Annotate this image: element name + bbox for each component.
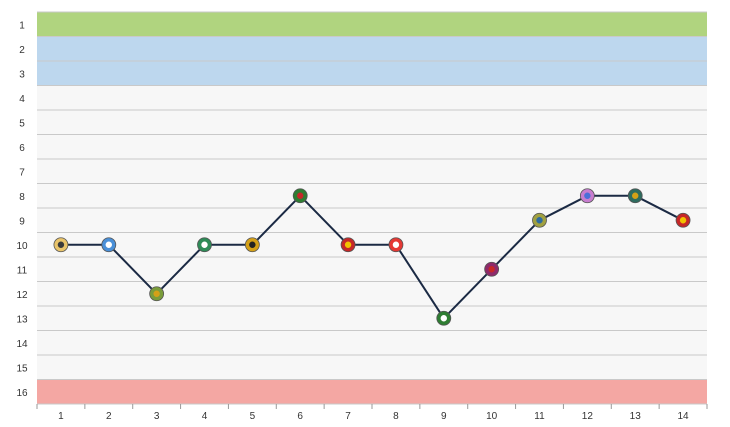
row-band-15 [37,355,707,380]
club-crest-icon [627,188,643,204]
club-crest-icon [149,286,165,302]
crest-inner [201,241,208,248]
x-tick-label: 10 [486,411,498,422]
y-tick-label: 14 [16,339,28,350]
crest-inner [57,241,65,248]
club-crest-icon [101,237,117,253]
y-tick-label: 9 [19,216,25,227]
x-tick-label: 4 [202,411,208,422]
y-tick-label: 8 [19,192,25,203]
crest-inner [536,217,543,224]
x-tick-label: 3 [154,411,160,422]
crest-inner [440,315,447,322]
x-tick-label: 5 [250,411,256,422]
row-band-4 [37,85,707,110]
club-crest-icon [197,237,212,253]
y-tick-label: 15 [16,363,28,374]
x-tick-label: 13 [630,411,642,422]
row-band-1 [37,12,707,37]
x-tick-label: 11 [534,411,545,422]
x-tick-label: 14 [678,411,690,422]
y-tick-label: 4 [19,94,25,105]
crest-inner [679,217,687,224]
row-band-14 [37,330,707,355]
grid-lines [36,11,708,409]
row-band-3 [37,61,707,86]
row-band-11 [37,257,707,282]
row-band-12 [37,281,707,306]
club-crest-icon [675,212,691,228]
club-crest-icon [484,261,500,277]
x-axis-ticks: 1 2 3 4 5 6 7 8 9 10 11 12 13 14 [58,411,689,422]
x-tick-label: 1 [58,411,64,422]
row-band-7 [37,159,707,184]
crest-inner [632,192,639,199]
crest-inner [584,192,591,199]
row-band-13 [37,306,707,331]
club-crest-icon [292,188,308,204]
y-tick-label: 16 [16,388,28,399]
y-tick-label: 12 [16,290,28,301]
x-tick-label: 7 [345,411,351,422]
crest-inner [488,266,495,273]
x-tick-label: 8 [393,411,399,422]
crest-inner [392,241,400,248]
club-crest-icon [436,310,452,326]
club-crest-icon [388,237,404,253]
club-crest-icon [340,237,356,253]
y-tick-label: 2 [19,45,25,56]
position-series [60,194,684,320]
y-tick-label: 11 [17,265,28,276]
y-tick-label: 10 [16,241,28,252]
y-tick-label: 3 [19,69,25,80]
row-band-16 [37,379,707,404]
row-band-9 [37,208,707,233]
row-band-5 [37,110,707,135]
crest-inner [344,241,352,248]
crest-inner [249,241,256,248]
y-tick-label: 5 [19,118,25,129]
y-tick-label: 1 [19,20,25,31]
crest-inner [105,241,112,248]
position-bands [37,12,707,404]
y-tick-label: 7 [19,167,25,178]
x-tick-label: 9 [441,411,447,422]
x-tick-label: 2 [106,411,112,422]
y-tick-label: 6 [19,143,25,154]
row-band-2 [37,36,707,61]
crest-markers [53,188,691,326]
crest-inner [153,290,160,297]
club-crest-icon [579,188,595,204]
x-tick-label: 6 [297,411,303,422]
club-crest-icon [244,237,260,253]
x-tick-label: 12 [582,411,594,422]
crest-inner [297,192,304,199]
row-band-6 [37,134,707,159]
y-tick-label: 13 [16,314,28,325]
series-line-0 [60,194,684,320]
club-crest-icon [532,212,547,228]
club-crest-icon [53,237,69,253]
